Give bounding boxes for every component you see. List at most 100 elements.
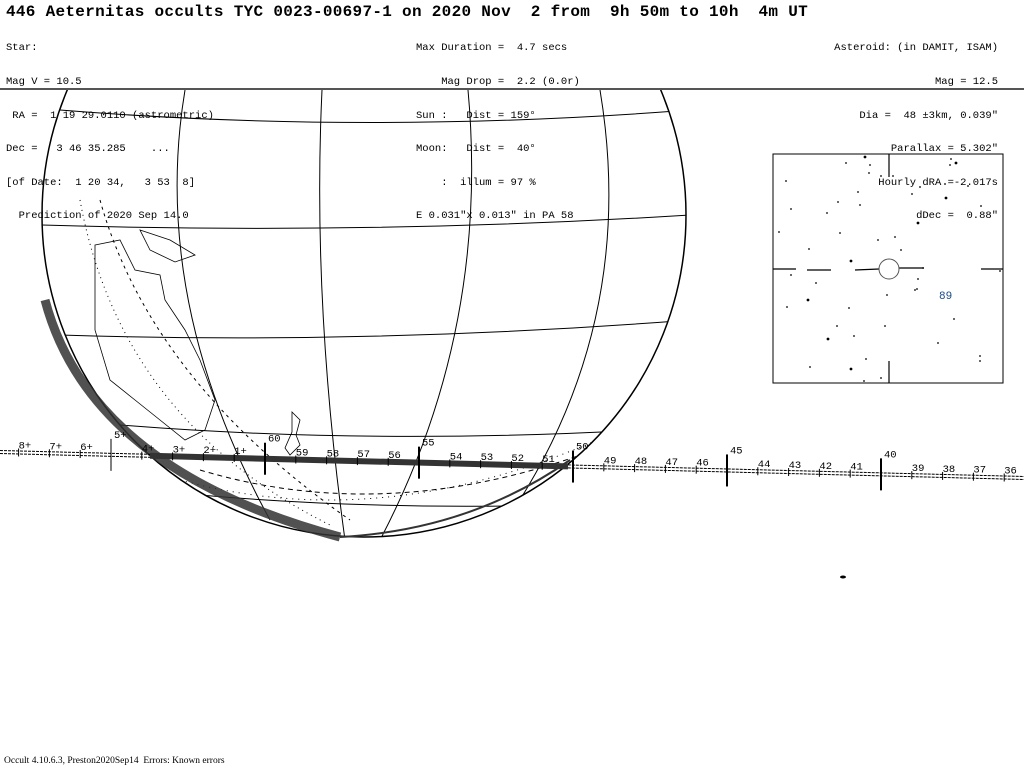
inset-star	[848, 307, 850, 309]
inset-star	[815, 282, 817, 284]
asteroid-line: Parallax = 5.302"	[890, 143, 998, 156]
time-label: 5+	[114, 430, 127, 442]
globe-limb-shading	[40, 298, 342, 542]
star-line: Dec = 3 46 35.285 ...	[6, 143, 170, 156]
inset-star	[790, 208, 792, 210]
inset-star	[900, 249, 902, 251]
star-line: Prediction of 2020 Sep 14.0	[6, 210, 189, 223]
time-label: 39	[912, 463, 925, 475]
time-label: 42	[819, 461, 832, 473]
inset-star	[808, 248, 810, 250]
time-label: 59	[296, 448, 309, 460]
latitude-line	[199, 494, 561, 507]
star-info: Star: Mag V = 10.5 RA = 1 19 29.0110 (as…	[6, 21, 214, 234]
time-label: 2+	[203, 445, 216, 457]
event-line: Mag Drop = 2.2 (0.0r)	[416, 76, 580, 89]
time-label: 7+	[49, 441, 62, 453]
inset-star	[786, 306, 788, 308]
time-label: 1+	[234, 446, 247, 458]
time-label: 36	[1004, 465, 1017, 477]
time-label: 41	[850, 462, 863, 474]
inset-label: 89	[939, 291, 952, 303]
asteroid-circle	[878, 258, 900, 280]
time-label: 48	[635, 456, 648, 468]
event-title: 446 Aeternitas occults TYC 0023-00697-1 …	[6, 3, 809, 21]
time-label: 45	[730, 445, 743, 457]
time-label: 58	[327, 448, 340, 460]
time-label: 40	[884, 449, 897, 461]
asteroid-line: Dia = 48 ±3km, 0.039"	[859, 109, 998, 122]
coastline-new-zealand	[284, 411, 301, 456]
event-line: Moon: Dist = 40°	[416, 143, 536, 156]
inset-star	[785, 180, 787, 182]
track-limit-north	[0, 450, 1024, 477]
time-label: 55	[422, 438, 435, 450]
time-label: 51	[542, 454, 555, 466]
asteroid-line: Mag = 12.5	[934, 76, 998, 89]
occultation-track: 8+ 7+ 6+ 5+ 4+ 3+ 2+ 1+ 60 59 58 57 56 55 54 53 52 51 50 49…	[0, 430, 1024, 491]
inset-star	[979, 355, 981, 357]
time-label: 38	[943, 464, 956, 476]
time-label: 47	[665, 457, 678, 469]
latitude-line	[59, 319, 686, 339]
asteroid-line: Asteroid: (in DAMIT, ISAM)	[834, 42, 998, 55]
inset-star	[849, 259, 853, 263]
event-info: Max Duration = 4.7 secs Mag Drop = 2.2 (…	[416, 21, 580, 234]
time-label: 6+	[80, 442, 93, 454]
time-label: 46	[696, 458, 709, 470]
coastline-australia	[94, 239, 216, 441]
time-label: 56	[388, 450, 401, 462]
asteroid-line: dDec = 0.88"	[916, 210, 998, 223]
asteroid-line: Hourly dRA =-2.017s	[878, 176, 998, 189]
limit-line	[179, 419, 641, 501]
inset-star	[849, 367, 853, 371]
inset-star	[886, 294, 888, 296]
time-label: 37	[973, 465, 986, 477]
inset-star	[917, 278, 919, 280]
inset-star	[778, 231, 780, 233]
header-divider	[0, 88, 1024, 90]
star-line: [of Date: 1 20 34, 3 53 8]	[6, 176, 196, 189]
inset-star	[979, 360, 981, 362]
shadow-path	[149, 452, 569, 470]
time-label: 53	[481, 452, 494, 464]
time-label: 50	[576, 442, 589, 454]
time-label: 44	[758, 459, 771, 471]
inset-star	[894, 236, 896, 238]
time-label: 43	[789, 460, 802, 472]
limit-line	[99, 199, 351, 521]
event-line: : illum = 97 %	[416, 176, 536, 189]
track-limit-south	[0, 453, 1024, 480]
limit-line	[79, 199, 331, 526]
latitude-line	[119, 424, 641, 437]
meridian-line	[319, 90, 346, 537]
time-label: 57	[357, 449, 370, 461]
inset-star	[806, 298, 810, 302]
time-label: 60	[268, 434, 281, 446]
inset-star	[836, 325, 838, 327]
coastline-new-guinea	[139, 229, 196, 263]
time-label: 8+	[19, 440, 32, 452]
inset-star	[853, 335, 855, 337]
inset-star	[865, 358, 867, 360]
inset-star	[863, 380, 865, 382]
event-line: Max Duration = 4.7 secs	[416, 42, 568, 55]
globe-limb-shading	[339, 459, 571, 538]
inset-star	[877, 239, 879, 241]
inset-star	[880, 377, 882, 379]
inset-star	[953, 318, 955, 320]
inset-star	[809, 366, 811, 368]
limit-line	[199, 439, 621, 495]
time-label: 52	[511, 453, 524, 465]
inset-star	[826, 337, 830, 341]
inset-star	[999, 270, 1001, 272]
inset-star	[914, 289, 916, 291]
star-line: RA = 1 19 29.0110 (astrometric)	[6, 109, 214, 122]
time-label: 49	[604, 455, 617, 467]
event-line: E 0.031"x 0.013" in PA 58	[416, 210, 574, 223]
star-line: Mag V = 10.5	[6, 76, 82, 89]
event-line: Sun : Dist = 159°	[416, 109, 536, 122]
time-label: 3+	[173, 444, 186, 456]
stray-mark	[840, 575, 846, 579]
time-label: 54	[450, 451, 463, 463]
